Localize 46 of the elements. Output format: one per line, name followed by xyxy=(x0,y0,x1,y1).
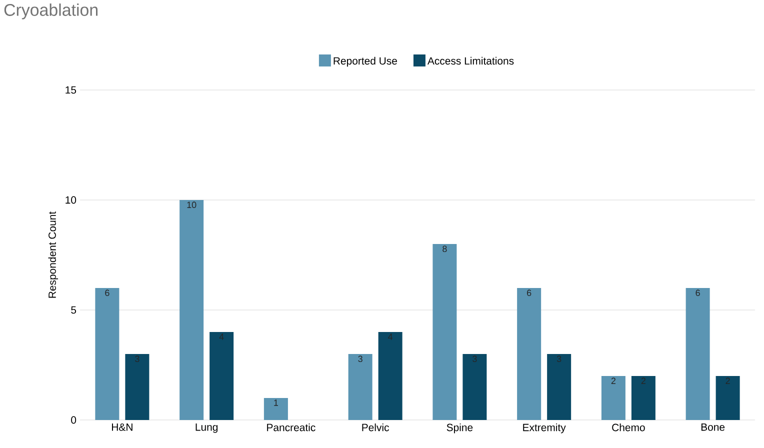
bar xyxy=(686,288,710,420)
data-label: 6 xyxy=(105,290,110,296)
data-label: 6 xyxy=(527,290,532,296)
bar xyxy=(210,332,234,420)
x-tick-label: Bone xyxy=(701,424,725,431)
y-axis-title: Respondent Count xyxy=(48,211,58,298)
chart-title: Cryoablation xyxy=(4,4,98,20)
data-label: 1 xyxy=(274,400,278,406)
bar xyxy=(378,332,402,420)
data-label: 4 xyxy=(219,334,224,340)
legend-label: Reported Use xyxy=(334,56,397,67)
x-tick-label: Chemo xyxy=(612,424,645,432)
data-label: 3 xyxy=(472,356,477,362)
x-tick-label: Pancreatic xyxy=(267,424,316,432)
legend-label: Access Limitations xyxy=(427,56,514,65)
bar xyxy=(716,376,740,420)
x-tick-label: Pelvic xyxy=(362,424,389,432)
bar xyxy=(180,200,204,420)
data-label: 3 xyxy=(556,356,562,362)
x-tick-label: H&N xyxy=(112,424,132,431)
bar xyxy=(547,354,572,420)
data-label: 6 xyxy=(696,290,700,296)
bar xyxy=(601,376,626,420)
bar xyxy=(348,354,372,420)
data-label: 3 xyxy=(135,356,140,362)
x-tick-label: Extremity xyxy=(523,424,566,434)
bar xyxy=(631,376,656,420)
bar xyxy=(517,288,542,420)
bar xyxy=(125,354,150,420)
bar xyxy=(462,354,487,420)
y-tick-label: 15 xyxy=(66,86,76,94)
y-tick-label: 10 xyxy=(66,196,76,204)
bar xyxy=(432,244,457,420)
bar xyxy=(95,288,120,420)
data-label: 4 xyxy=(388,334,393,340)
data-label: 2 xyxy=(726,378,730,384)
y-tick-label: 5 xyxy=(71,306,76,314)
data-label: 2 xyxy=(611,378,616,384)
x-tick-label: Lung xyxy=(196,424,218,433)
data-label: 2 xyxy=(641,378,646,384)
x-tick-label: Spine xyxy=(446,424,473,434)
y-tick-label: 0 xyxy=(71,416,76,424)
bar xyxy=(264,398,288,420)
data-label: 3 xyxy=(358,356,362,362)
data-label: 8 xyxy=(442,246,447,252)
data-label: 10 xyxy=(187,202,196,208)
